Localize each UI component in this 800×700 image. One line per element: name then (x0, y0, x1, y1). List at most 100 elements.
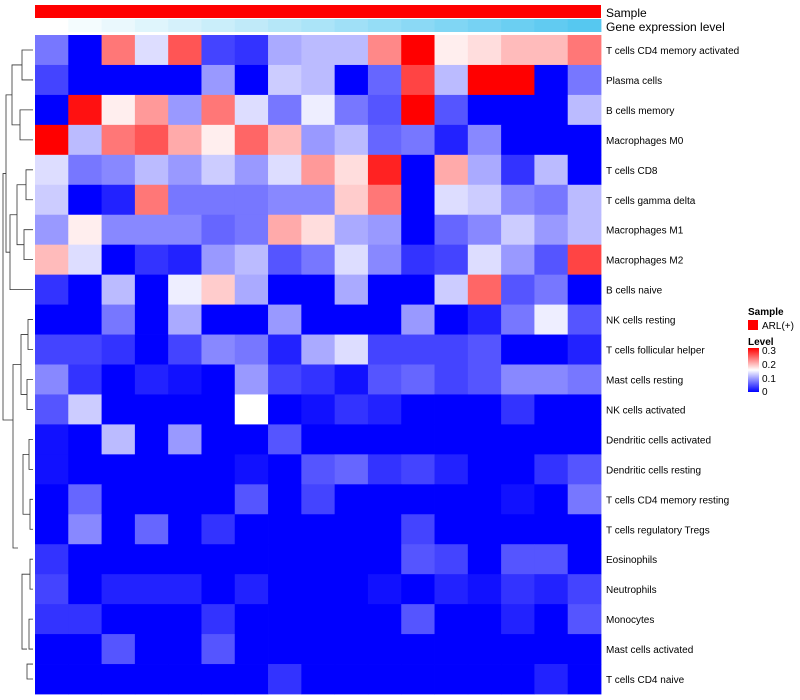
heatmap-cell (567, 184, 602, 216)
heatmap-cell (35, 394, 69, 425)
heatmap-cell (501, 274, 535, 305)
annotation-cell-expression (301, 19, 336, 32)
heatmap-cell (35, 334, 69, 365)
heatmap-cell (201, 35, 236, 66)
heatmap-cell (534, 334, 569, 365)
heatmap-cell (168, 364, 202, 395)
heatmap-cell (234, 484, 269, 515)
dendrogram-link (21, 49, 33, 81)
heatmap-cell (35, 184, 69, 216)
heatmap-cell (68, 484, 102, 515)
heatmap-cell (401, 484, 435, 515)
heatmap-cell (234, 304, 269, 335)
heatmap-cell (567, 244, 602, 276)
heatmap-cell (68, 604, 102, 635)
dendrogram-link (27, 319, 33, 350)
heatmap-cell (35, 304, 69, 335)
dendrogram-link (29, 498, 33, 530)
row-label: Neutrophils (606, 585, 657, 596)
heatmap-cell (268, 64, 302, 96)
heatmap-cell (301, 544, 336, 575)
heatmap-cell (301, 574, 336, 605)
heatmap-cell (534, 604, 569, 635)
heatmap-cell (234, 364, 269, 395)
heatmap-cell (35, 94, 69, 126)
heatmap-cell (268, 424, 302, 455)
heatmap-cell (401, 274, 435, 305)
heatmap-cell (101, 184, 136, 216)
heatmap-cell (35, 35, 69, 66)
heatmap-cell (168, 424, 202, 455)
heatmap-cell (68, 364, 102, 395)
heatmap-cell (367, 664, 402, 695)
heatmap-cell (334, 35, 369, 66)
heatmap-cell (334, 394, 369, 425)
heatmap-cell (467, 454, 502, 485)
heatmap-cell (134, 214, 169, 246)
heatmap-cell (367, 544, 402, 575)
heatmap-cell (68, 454, 102, 485)
heatmap-cell (234, 604, 269, 635)
heatmap-cell (534, 424, 569, 455)
dendrogram-link (28, 618, 33, 650)
row-label: T cells CD4 naive (606, 675, 685, 686)
annotation-cell-expression (201, 19, 236, 32)
heatmap-cell (201, 244, 236, 276)
heatmap-cell (401, 544, 435, 575)
heatmap-cell (467, 64, 502, 96)
heatmap-cell (101, 634, 136, 665)
heatmap-cell (434, 244, 469, 276)
heatmap-cell (168, 604, 202, 635)
heatmap-cell (68, 274, 102, 305)
dendrogram-link (5, 94, 12, 253)
heatmap-cell (301, 634, 336, 665)
heatmap-cell (334, 154, 369, 186)
heatmap-cell (367, 124, 402, 156)
heatmap-cell (201, 514, 236, 545)
dendrogram-link (26, 379, 33, 410)
heatmap-cell (567, 274, 602, 305)
heatmap-cell (201, 304, 236, 335)
heatmap-cell (268, 664, 302, 695)
heatmap-cell (268, 184, 302, 216)
heatmap-cell (567, 35, 602, 66)
heatmap-cell (35, 364, 69, 395)
annotation-cell-expression (234, 19, 269, 32)
heatmap-cell (68, 124, 102, 156)
heatmap-cell (401, 304, 435, 335)
heatmap-cell (301, 364, 336, 395)
heatmap-cell (401, 334, 435, 365)
heatmap-cell (501, 514, 535, 545)
heatmap-cell (201, 274, 236, 305)
heatmap-cell (35, 424, 69, 455)
heatmap-cell (467, 214, 502, 246)
annotation-label-expression: Gene expression level (606, 20, 725, 34)
heatmap-cell (334, 244, 369, 276)
heatmap-cell (234, 574, 269, 605)
heatmap-cell (301, 154, 336, 186)
heatmap-cell (234, 244, 269, 276)
heatmap-cell (467, 35, 502, 66)
heatmap-cell (567, 304, 602, 335)
heatmap-cell (501, 574, 535, 605)
heatmap-cell (234, 454, 269, 485)
heatmap-cell (367, 304, 402, 335)
heatmap-cell (467, 484, 502, 515)
annotation-cell-expression (401, 19, 435, 32)
heatmap-cell (68, 304, 102, 335)
heatmap-cell (201, 64, 236, 96)
heatmap-cell (501, 364, 535, 395)
heatmap-cell (234, 394, 269, 425)
heatmap-cell (467, 154, 502, 186)
annotation-labels: Sample Gene expression level (606, 6, 725, 34)
heatmap-cell (367, 484, 402, 515)
heatmap-cell (268, 124, 302, 156)
heatmap-cell (134, 184, 169, 216)
heatmap-cell (101, 274, 136, 305)
annotation-label-sample: Sample (606, 6, 647, 20)
heatmap-cell (234, 94, 269, 126)
heatmap-cell (268, 334, 302, 365)
row-label: B cells memory (606, 106, 674, 117)
heatmap-cell (201, 124, 236, 156)
row-label: T cells CD8 (606, 166, 658, 177)
